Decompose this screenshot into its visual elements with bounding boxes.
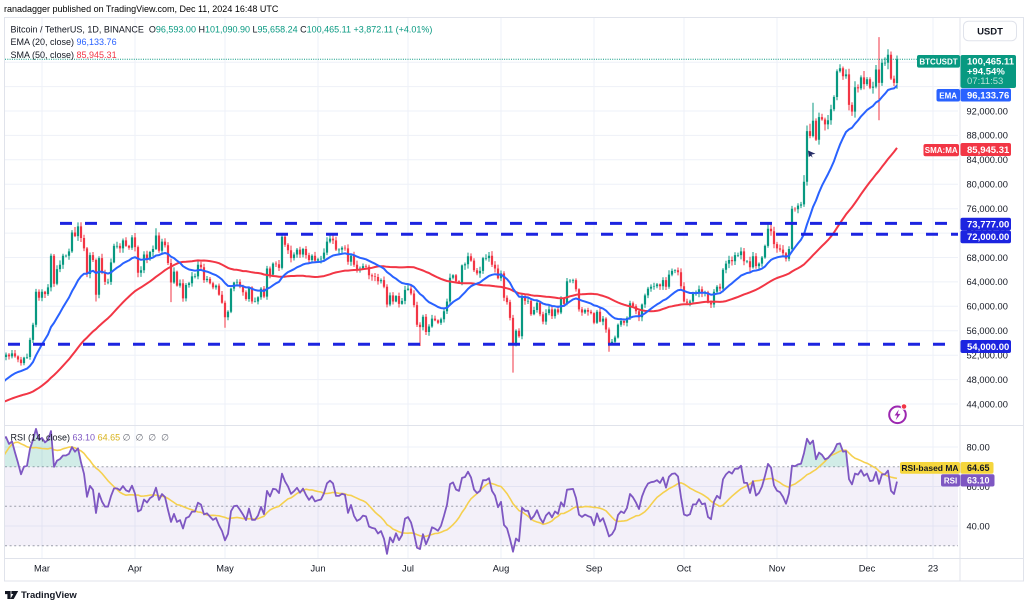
svg-text:Dec: Dec xyxy=(859,564,876,574)
svg-text:May: May xyxy=(216,564,234,574)
svg-text:96,133.76: 96,133.76 xyxy=(967,91,1009,102)
svg-text:BTCUSDT: BTCUSDT xyxy=(919,57,957,66)
svg-text:60,000.00: 60,000.00 xyxy=(967,302,1008,312)
svg-text:RSI-based MA: RSI-based MA xyxy=(901,463,958,473)
svg-text:64,000.00: 64,000.00 xyxy=(967,277,1008,287)
svg-text:Sep: Sep xyxy=(586,564,603,574)
svg-text:44,000.00: 44,000.00 xyxy=(967,399,1008,409)
svg-text:Apr: Apr xyxy=(128,564,142,574)
svg-text:76,000.00: 76,000.00 xyxy=(967,204,1008,214)
svg-text:100,465.11: 100,465.11 xyxy=(967,57,1015,68)
svg-text:SMA (50, close) 85,945.31: SMA (50, close) 85,945.31 xyxy=(11,50,117,60)
svg-text:80.00: 80.00 xyxy=(967,442,990,452)
svg-text:68,000.00: 68,000.00 xyxy=(967,253,1008,263)
svg-text:Jul: Jul xyxy=(402,564,414,574)
svg-text:Aug: Aug xyxy=(493,564,510,574)
svg-text:64.65: 64.65 xyxy=(967,463,990,473)
svg-text:52,000.00: 52,000.00 xyxy=(967,351,1008,361)
svg-text:Jun: Jun xyxy=(311,564,326,574)
svg-text:USDT: USDT xyxy=(977,26,1003,37)
svg-text:SMA:MA: SMA:MA xyxy=(925,146,958,155)
svg-text:85,945.31: 85,945.31 xyxy=(967,145,1010,156)
svg-text:23: 23 xyxy=(928,564,938,574)
svg-text:RSI: RSI xyxy=(944,477,957,486)
svg-text:84,000.00: 84,000.00 xyxy=(967,155,1008,165)
svg-text:ranadagger published on Tradin: ranadagger published on TradingView.com,… xyxy=(4,4,279,14)
svg-text:92,000.00: 92,000.00 xyxy=(967,106,1008,116)
svg-text:48,000.00: 48,000.00 xyxy=(967,375,1008,385)
svg-text:Nov: Nov xyxy=(769,564,786,574)
svg-text:73,777.00: 73,777.00 xyxy=(967,219,1009,230)
svg-text:56,000.00: 56,000.00 xyxy=(967,326,1008,336)
svg-text:Bitcoin / TetherUS, 1D, BINANC: Bitcoin / TetherUS, 1D, BINANCE O96,593.… xyxy=(11,24,433,34)
svg-text:TradingView: TradingView xyxy=(21,590,77,601)
svg-text:63.10: 63.10 xyxy=(967,476,990,486)
svg-text:Oct: Oct xyxy=(677,564,692,574)
svg-text:54,000.00: 54,000.00 xyxy=(967,342,1009,353)
svg-text:+94.54%: +94.54% xyxy=(967,67,1005,78)
svg-text:07:11:53: 07:11:53 xyxy=(967,76,1003,87)
svg-text:Mar: Mar xyxy=(34,564,50,574)
svg-text:EMA (20, close) 96,133.76: EMA (20, close) 96,133.76 xyxy=(11,37,117,47)
svg-text:RSI (14, close) 63.10 64.65 ∅: RSI (14, close) 63.10 64.65 ∅ ∅ ∅ ∅ xyxy=(11,432,170,442)
svg-text:60.00: 60.00 xyxy=(967,482,990,492)
svg-text:EMA: EMA xyxy=(939,91,957,100)
svg-text:72,000.00: 72,000.00 xyxy=(967,232,1009,243)
svg-text:88,000.00: 88,000.00 xyxy=(967,131,1008,141)
svg-text:80,000.00: 80,000.00 xyxy=(967,180,1008,190)
svg-text:40.00: 40.00 xyxy=(967,521,990,531)
